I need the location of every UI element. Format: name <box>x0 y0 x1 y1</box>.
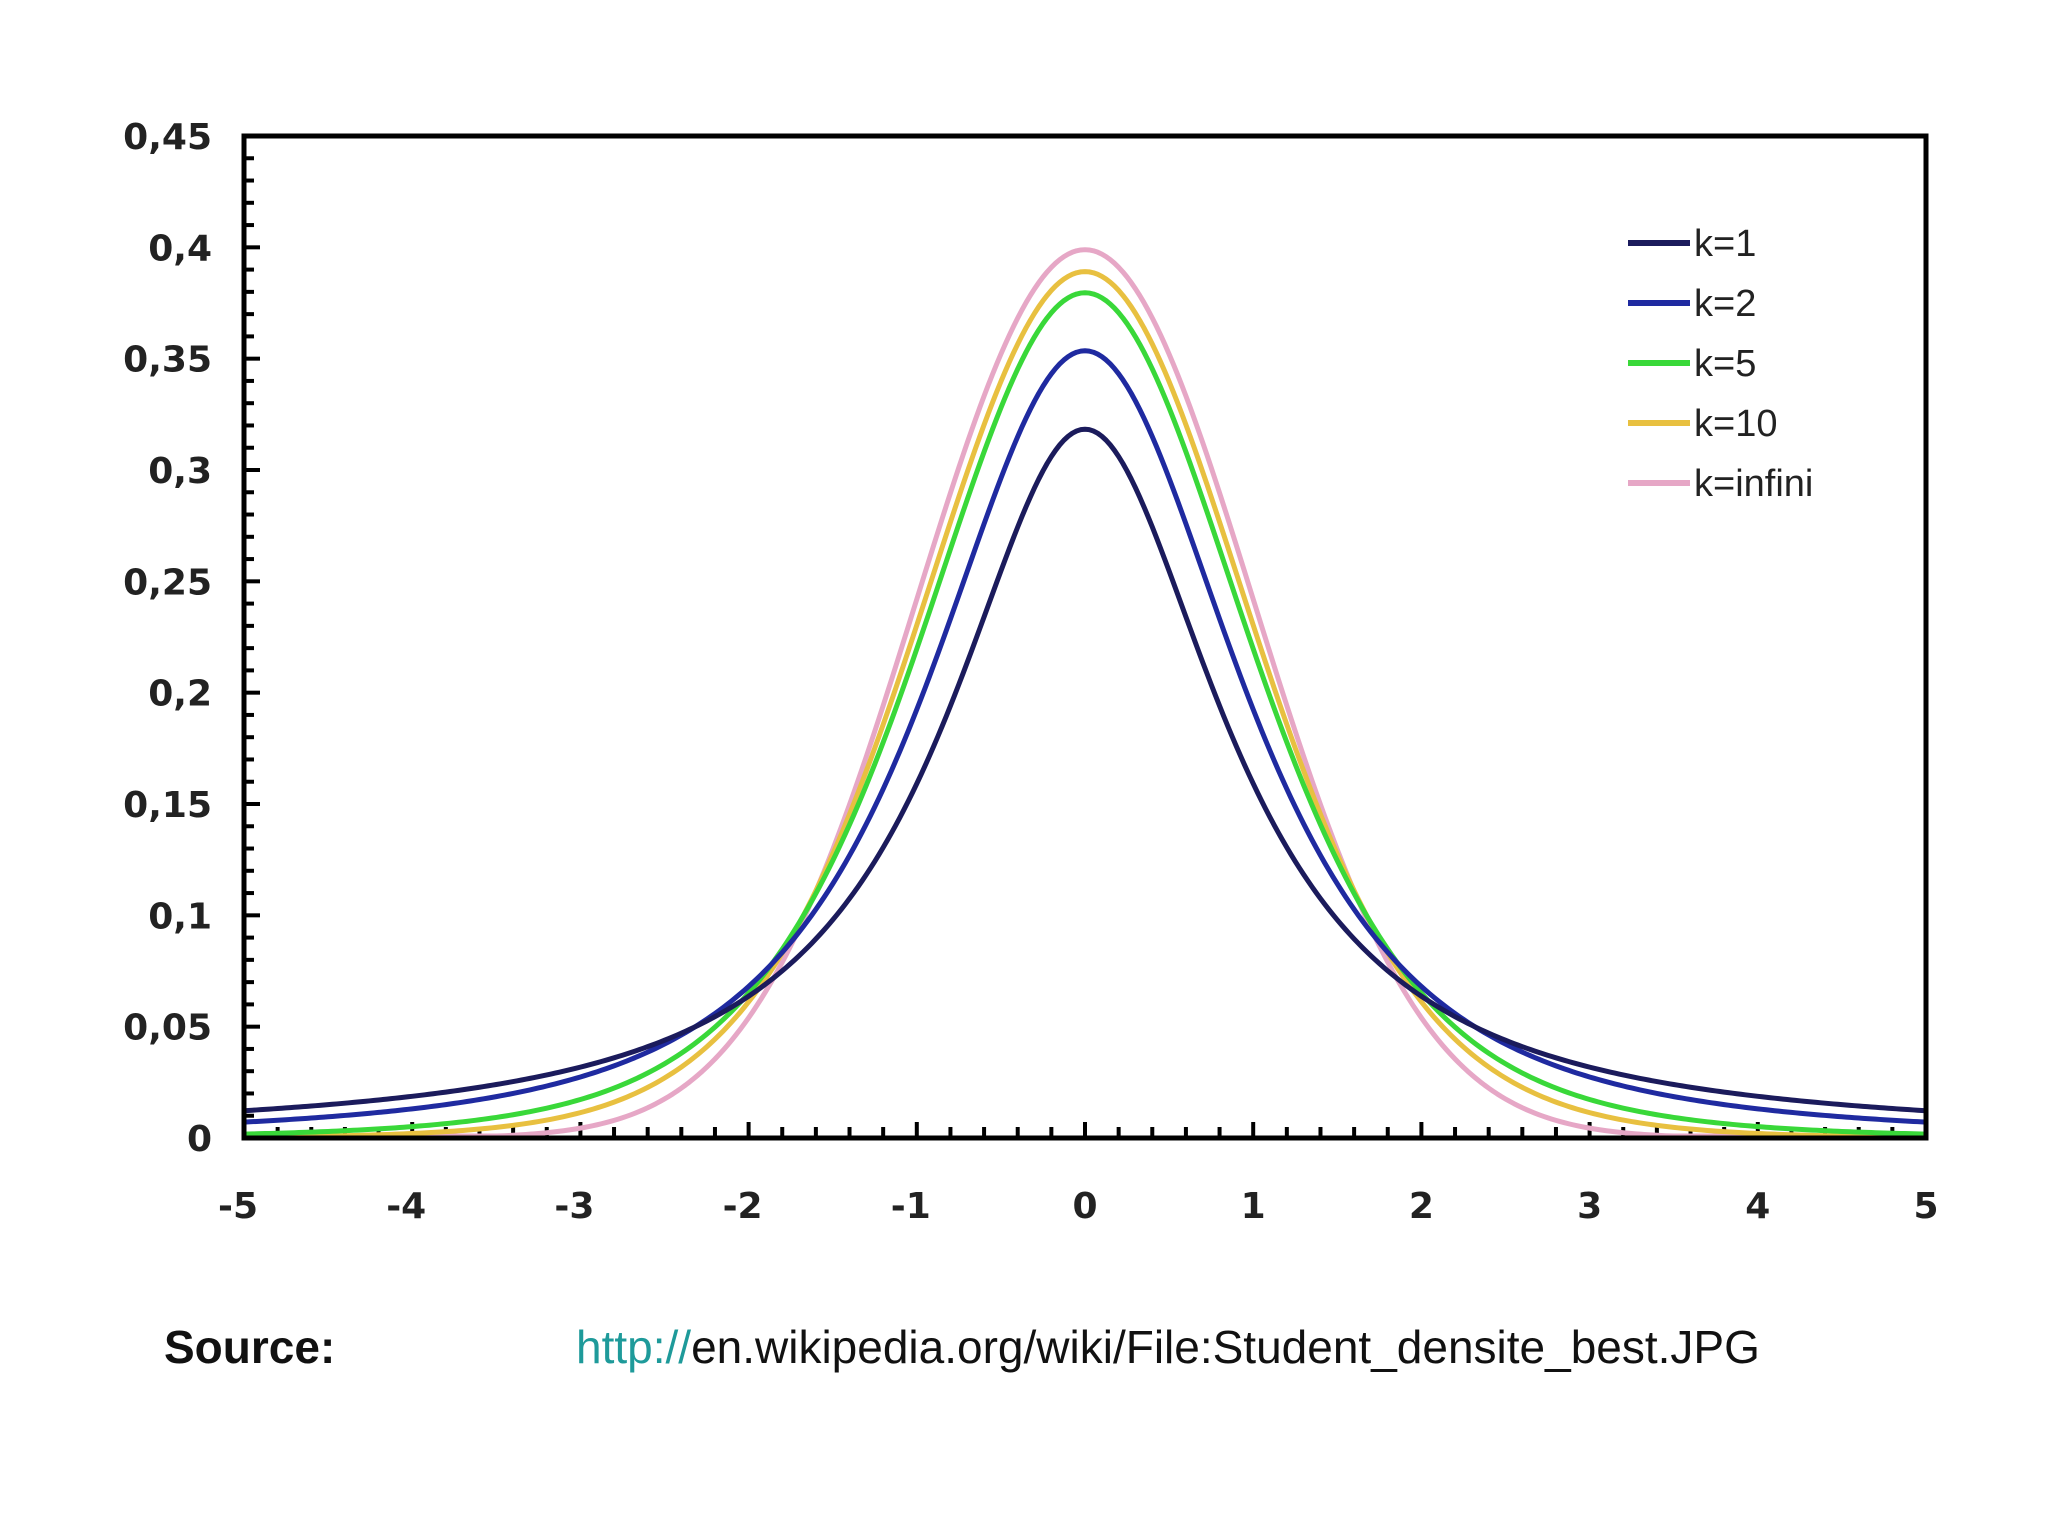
source-link[interactable]: http://en.wikipedia.org/wiki/File:Studen… <box>576 1320 1760 1374</box>
x-tick-label: 4 <box>1745 1186 1770 1227</box>
x-tick-label: -4 <box>386 1186 426 1227</box>
source-citation: Source: http://en.wikipedia.org/wiki/Fil… <box>164 1320 1964 1390</box>
x-tick-labels: -5 -4 -3 -2 -1 0 1 2 3 4 5 <box>218 1186 1939 1227</box>
x-tick-label: -1 <box>891 1186 931 1227</box>
series-lines <box>241 247 1929 1139</box>
legend-label-k-10: k=10 <box>1694 403 1777 445</box>
y-tick-label: 0,25 <box>123 562 212 603</box>
series-line-k-10 <box>241 269 1929 1139</box>
y-tick-label: 0,3 <box>148 451 212 492</box>
series-line-k-2 <box>241 348 1929 1125</box>
series-line-k-1 <box>241 426 1929 1114</box>
legend-label-k-2: k=2 <box>1694 283 1756 325</box>
x-tick-label: -5 <box>218 1186 258 1227</box>
series-line-k-infini <box>241 247 1929 1139</box>
y-tick-label: 0,1 <box>148 896 212 937</box>
source-url-path[interactable]: en.wikipedia.org/wiki/File:Student_densi… <box>691 1321 1760 1373</box>
y-tick-label: 0,15 <box>123 785 212 826</box>
x-tick-label: 0 <box>1072 1186 1097 1227</box>
y-tick-label: 0,05 <box>123 1008 212 1049</box>
plot-frame <box>241 133 1929 1141</box>
y-tick-label: 0,4 <box>148 228 212 269</box>
legend-label-k-5: k=5 <box>1694 343 1756 385</box>
x-tick-label: 1 <box>1241 1186 1266 1227</box>
x-tick-label: 3 <box>1577 1186 1602 1227</box>
source-label: Source: <box>164 1321 336 1373</box>
y-tick-label: 0,35 <box>123 340 212 381</box>
y-tick-labels: 0 0,05 0,1 0,15 0,2 0,25 0,3 0,35 0,4 0,45 <box>123 117 212 1160</box>
x-tick-label: -2 <box>723 1186 763 1227</box>
series-line-k-5 <box>241 290 1929 1137</box>
x-tick-label: 2 <box>1409 1186 1434 1227</box>
y-tick-label: 0,45 <box>123 117 212 158</box>
source-url-scheme[interactable]: http:// <box>576 1321 692 1373</box>
y-tick-label: 0,2 <box>148 674 212 715</box>
y-tick-label: 0 <box>187 1119 212 1160</box>
x-tick-label: -3 <box>554 1186 594 1227</box>
x-tick-label: 5 <box>1913 1186 1938 1227</box>
legend-label-k-1: k=1 <box>1694 223 1756 265</box>
legend-label-k-infini: k=infini <box>1694 463 1813 505</box>
legend: k=1 k=2 k=5 k=10 k=infini <box>1628 223 1813 505</box>
